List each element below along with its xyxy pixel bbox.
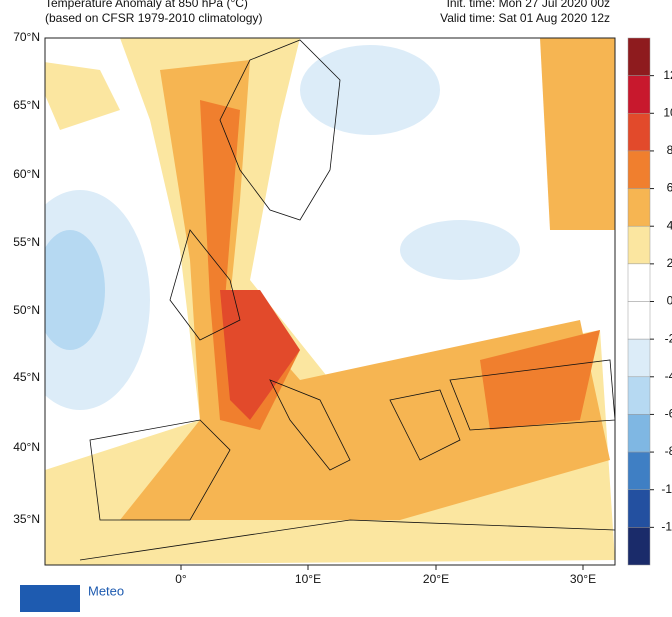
colorbar-label: 4: [667, 218, 672, 232]
lat-label: 55°N: [13, 235, 40, 249]
map-frame: [44, 37, 616, 566]
colorbar-segment: [627, 414, 651, 453]
lon-label: 20°E: [423, 572, 449, 586]
init-time: Init. time: Mon 27 Jul 2020 00z: [447, 0, 610, 10]
logo-mark: [20, 585, 80, 612]
colorbar-segment: [627, 376, 651, 415]
colorbar-label: 8: [667, 143, 672, 157]
lat-label: 65°N: [13, 98, 40, 112]
colorbar-segment: [627, 489, 651, 528]
colorbar-label: -2: [665, 331, 672, 345]
lon-label: 30°E: [570, 572, 596, 586]
valid-time: Valid time: Sat 01 Aug 2020 12z: [440, 11, 610, 25]
lat-label: 70°N: [13, 30, 40, 44]
colorbar-label: 0: [667, 294, 672, 308]
colorbar-segment: [627, 263, 651, 302]
colorbar-segment: [627, 188, 651, 227]
logo-text: Meteo: [88, 583, 124, 598]
colorbar-segment: [627, 301, 651, 340]
lat-label: 45°N: [13, 370, 40, 384]
lat-label: 40°N: [13, 440, 40, 454]
colorbar-label: -6: [665, 407, 672, 421]
lat-label: 50°N: [13, 303, 40, 317]
colorbar-segment: [627, 225, 651, 265]
colorbar-label: 6: [667, 181, 672, 195]
coastlines: [79, 39, 615, 561]
colorbar-label: -8: [665, 444, 672, 458]
colorbar-label: 10: [663, 105, 672, 119]
colorbar-segment: [627, 75, 651, 114]
colorbar-segment: [627, 451, 651, 490]
colorbar-label: 12: [663, 68, 672, 82]
lat-label: 60°N: [13, 167, 40, 181]
colorbar-label: -10: [661, 482, 672, 496]
colorbar-segment: [627, 150, 651, 189]
colorbar-segment: [627, 527, 651, 566]
lon-label: 10°E: [295, 572, 321, 586]
colorbar-segment: [627, 37, 651, 76]
title: Temperature Anomaly at 850 hPa (°C): [45, 0, 248, 10]
lat-label: 35°N: [13, 512, 40, 526]
subtitle: (based on CFSR 1979-2010 climatology): [45, 11, 262, 25]
lon-label: 0°: [175, 572, 187, 586]
colorbar-label: -4: [665, 369, 672, 383]
colorbar-segment: [627, 113, 651, 152]
colorbar-label: 2: [667, 256, 672, 270]
anomaly-field: [45, 38, 615, 565]
colorbar-label: -12: [661, 520, 672, 534]
colorbar-segment: [627, 338, 651, 378]
